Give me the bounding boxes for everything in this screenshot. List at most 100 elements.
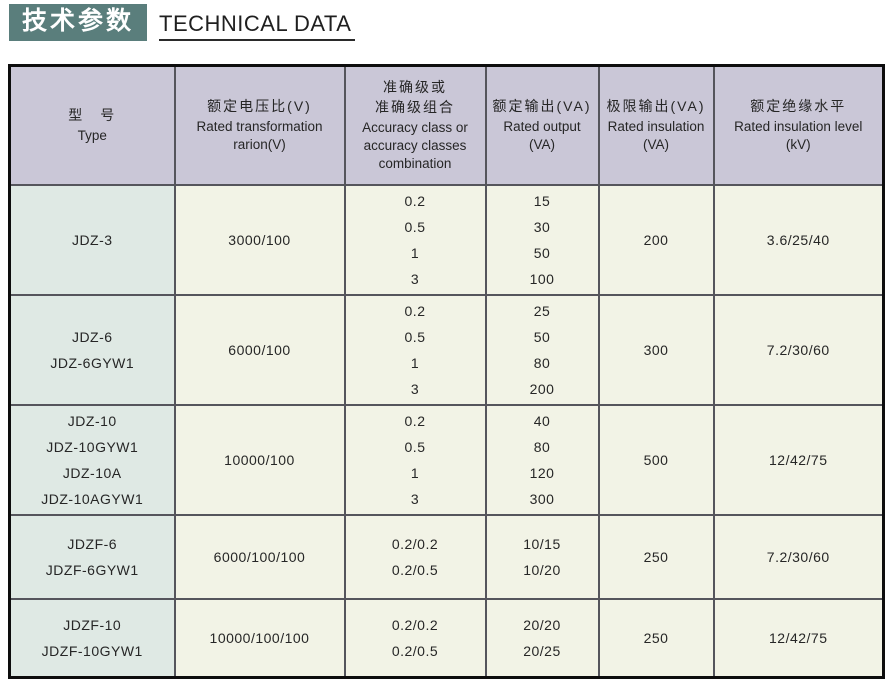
cell-value: 1 <box>410 244 420 261</box>
accuracy-cell: 0.2 0.5 1 3 <box>343 183 487 296</box>
insulation-level-cell: 7.2/30/60 <box>712 293 885 406</box>
page-title-zh: 技术参数 <box>9 4 148 41</box>
cell-value: 6000/100/100 <box>213 548 306 565</box>
rated-output-cell: 15 30 50 100 <box>484 183 600 296</box>
column-header-limit-output-zh: 极限输出(VA) <box>606 98 706 115</box>
type-cell: JDZ-6 JDZ-6GYW1 <box>8 293 176 406</box>
limit-output-cell: 300 <box>597 293 715 406</box>
cell-value: 200 <box>643 231 669 248</box>
cell-value: 0.5 <box>404 218 426 235</box>
cell-value: JDZ-3 <box>71 231 113 248</box>
cell-value: JDZ-10GYW1 <box>46 438 139 455</box>
limit-output-cell: 250 <box>597 513 715 600</box>
column-header-ratio-zh: 额定电压比(V) <box>207 98 312 115</box>
cell-value: 3 <box>410 490 420 507</box>
cell-value: JDZ-10A <box>62 464 122 481</box>
type-cell: JDZF-10 JDZF-10GYW1 <box>8 597 176 679</box>
cell-value: 7.2/30/60 <box>766 548 830 565</box>
column-header-ratio: 额定电压比(V) Rated transformation rarion(V) <box>173 64 346 186</box>
cell-value: 15 <box>533 192 551 209</box>
column-header-ratio-en: Rated transformation rarion(V) <box>196 119 323 153</box>
accuracy-cell: 0.2 0.5 1 3 <box>343 403 487 516</box>
type-cell: JDZ-3 <box>8 183 176 296</box>
cell-value: 10000/100/100 <box>209 629 310 646</box>
cell-value: 6000/100 <box>228 341 291 358</box>
column-header-type-zh: 型 号 <box>68 107 117 124</box>
table-row: JDZ-3 3000/100 0.2 0.5 1 3 15 30 50 100 200 3.6/25/… <box>8 183 885 296</box>
table-row: JDZF-10 JDZF-10GYW1 10000/100/100 0.2/0.2 0.… <box>8 597 885 679</box>
cell-value: 7.2/30/60 <box>766 341 830 358</box>
rated-output-cell: 25 50 80 200 <box>484 293 600 406</box>
cell-value: 100 <box>529 270 555 287</box>
column-header-type-en: Type <box>77 128 107 144</box>
cell-value: 120 <box>529 464 555 481</box>
column-header-insulation-level-en: Rated insulation level (kV) <box>734 119 863 153</box>
cell-value: 80 <box>533 354 551 371</box>
insulation-level-cell: 3.6/25/40 <box>712 183 885 296</box>
page-title: 技术参数 TECHNICAL DATA <box>0 0 890 41</box>
column-header-limit-output-en: Rated insulation (VA) <box>607 119 705 153</box>
column-header-rated-output-en: Rated output (VA) <box>503 119 581 153</box>
cell-value: 300 <box>643 341 669 358</box>
cell-value: 10/20 <box>523 561 561 578</box>
cell-value: 0.2 <box>404 302 426 319</box>
cell-value: 0.2/0.5 <box>391 642 439 659</box>
table-body: JDZ-3 3000/100 0.2 0.5 1 3 15 30 50 100 200 3.6/25/… <box>8 183 885 679</box>
cell-value: 20/20 <box>523 616 561 633</box>
cell-value: 12/42/75 <box>769 451 828 468</box>
cell-value: 500 <box>643 451 669 468</box>
column-header-accuracy-zh: 准确级或 准确级组合 <box>375 79 455 116</box>
limit-output-cell: 200 <box>597 183 715 296</box>
column-header-insulation-level-zh: 额定绝缘水平 <box>750 98 847 115</box>
rated-output-cell: 10/15 10/20 <box>484 513 600 600</box>
cell-value: 10/15 <box>523 535 561 552</box>
cell-value: 0.2 <box>404 412 426 429</box>
page-title-en: TECHNICAL DATA <box>159 12 356 41</box>
cell-value: 25 <box>533 302 551 319</box>
insulation-level-cell: 7.2/30/60 <box>712 513 885 600</box>
cell-value: JDZF-6GYW1 <box>45 561 139 578</box>
cell-value: 0.2/0.2 <box>391 535 439 552</box>
column-header-rated-output-zh: 额定输出(VA) <box>492 98 592 115</box>
cell-value: 0.5 <box>404 328 426 345</box>
cell-value: 3000/100 <box>228 231 291 248</box>
cell-value: JDZF-10GYW1 <box>41 642 143 659</box>
cell-value: 80 <box>533 438 551 455</box>
cell-value: 20/25 <box>523 642 561 659</box>
limit-output-cell: 250 <box>597 597 715 679</box>
ratio-cell: 3000/100 <box>173 183 346 296</box>
cell-value: 0.2/0.2 <box>391 616 439 633</box>
cell-value: JDZF-10 <box>63 616 122 633</box>
table-row: JDZ-10 JDZ-10GYW1 JDZ-10A JDZ-10AGYW1 10000/… <box>8 403 885 516</box>
cell-value: 3.6/25/40 <box>766 231 830 248</box>
cell-value: JDZ-6GYW1 <box>50 354 135 371</box>
cell-value: JDZ-10AGYW1 <box>41 490 144 507</box>
ratio-cell: 10000/100 <box>173 403 346 516</box>
table-row: JDZ-6 JDZ-6GYW1 6000/100 0.2 0.5 1 3 25 50 80 200 3… <box>8 293 885 406</box>
rated-output-cell: 20/20 20/25 <box>484 597 600 679</box>
cell-value: JDZF-6 <box>67 535 118 552</box>
cell-value: 0.2/0.5 <box>391 561 439 578</box>
cell-value: 250 <box>643 548 669 565</box>
cell-value: 50 <box>533 244 551 261</box>
cell-value: JDZ-10 <box>67 412 117 429</box>
type-cell: JDZ-10 JDZ-10GYW1 JDZ-10A JDZ-10AGYW1 <box>8 403 176 516</box>
cell-value: 10000/100 <box>224 451 295 468</box>
cell-value: 0.5 <box>404 438 426 455</box>
rated-output-cell: 40 80 120 300 <box>484 403 600 516</box>
column-header-rated-output: 额定输出(VA) Rated output (VA) <box>484 64 600 186</box>
ratio-cell: 10000/100/100 <box>173 597 346 679</box>
technical-data-table: 型 号 Type 额定电压比(V) Rated transformation r… <box>8 64 885 679</box>
table-header-row: 型 号 Type 额定电压比(V) Rated transformation r… <box>8 64 885 186</box>
accuracy-cell: 0.2/0.2 0.2/0.5 <box>343 513 487 600</box>
cell-value: 50 <box>533 328 551 345</box>
column-header-accuracy-en: Accuracy class or accuracy classes combi… <box>362 120 468 172</box>
cell-value: 12/42/75 <box>769 629 828 646</box>
cell-value: 3 <box>410 270 420 287</box>
column-header-type: 型 号 Type <box>8 64 176 186</box>
cell-value: 40 <box>533 412 551 429</box>
cell-value: 3 <box>410 380 420 397</box>
accuracy-cell: 0.2/0.2 0.2/0.5 <box>343 597 487 679</box>
insulation-level-cell: 12/42/75 <box>712 403 885 516</box>
cell-value: 1 <box>410 464 420 481</box>
